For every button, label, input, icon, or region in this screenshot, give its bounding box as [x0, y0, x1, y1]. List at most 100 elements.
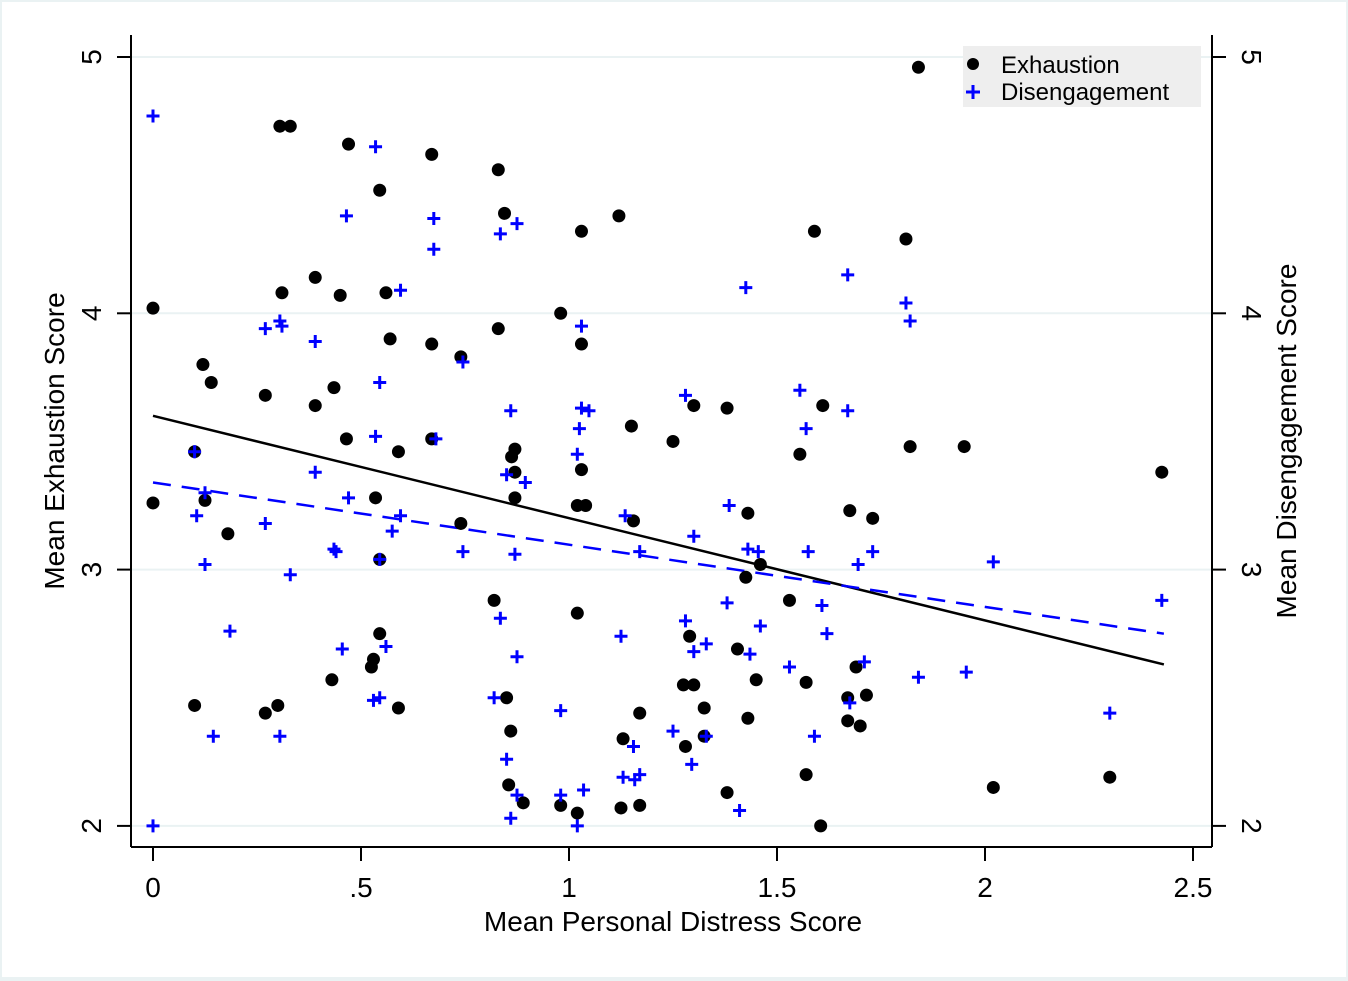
exhaustion-point	[741, 506, 755, 520]
disengagement-point	[582, 404, 596, 418]
exhaustion-point	[782, 593, 796, 607]
exhaustion-point	[342, 137, 356, 151]
x-axis-title: Mean Personal Distress Score	[484, 906, 862, 937]
disengagement-point	[385, 524, 399, 538]
exhaustion-point	[816, 399, 830, 413]
exhaustion-point	[614, 801, 628, 815]
disengagement-point	[373, 552, 387, 566]
exhaustion-point	[612, 209, 626, 223]
disengagement-point	[741, 542, 755, 556]
y-tick-label: 5	[76, 49, 107, 65]
exhaustion-point	[678, 739, 692, 753]
y-tick-label: 4	[76, 306, 107, 322]
y2-tick-label: 2	[1236, 818, 1267, 834]
exhaustion-point	[687, 678, 701, 692]
disengagement-point	[815, 598, 829, 612]
disengagement-point	[720, 596, 734, 610]
disengagement-point	[618, 509, 632, 523]
exhaustion-point	[720, 401, 734, 415]
exhaustion-point	[911, 60, 925, 74]
exhaustion-point	[903, 440, 917, 454]
exhaustion-point	[308, 270, 322, 284]
exhaustion-point	[624, 419, 638, 433]
exhaustion-point	[633, 798, 647, 812]
exhaustion-point	[271, 698, 285, 712]
legend: Exhaustion Disengagement	[963, 46, 1201, 107]
disengagement-point	[394, 509, 408, 523]
disengagement-point	[554, 704, 568, 718]
axes	[130, 35, 1213, 848]
exhaustion-point	[491, 322, 505, 336]
x-tick-label: 2.5	[1174, 872, 1213, 903]
exhaustion-point	[454, 516, 468, 530]
disengagement-point	[751, 545, 765, 559]
exhaustion-point	[793, 447, 807, 461]
disengagement-point	[510, 650, 524, 664]
disengagement-point	[666, 724, 680, 738]
disengagement-point	[275, 319, 289, 333]
disengagement-point	[570, 819, 584, 833]
exhaustion-point	[258, 706, 272, 720]
exhaustion-point	[730, 642, 744, 656]
disengagement-point	[903, 314, 917, 328]
exhaustion-point	[327, 381, 341, 395]
exhaustion-point	[487, 593, 501, 607]
disengagement-point	[518, 475, 532, 489]
disengagement-point	[308, 334, 322, 348]
fit-line-exhaustion	[152, 414, 1165, 666]
disengagement-point	[394, 283, 408, 297]
exhaustion-point	[720, 786, 734, 800]
disengagement-point	[628, 773, 642, 787]
disengagement-point	[188, 445, 202, 459]
disengagement-point	[198, 557, 212, 571]
y2-axis-title: Mean Disengagement Score	[1271, 264, 1302, 619]
exhaustion-point	[364, 660, 378, 674]
exhaustion-point	[505, 450, 519, 464]
exhaustion-point	[508, 465, 522, 479]
disengagement-point	[369, 429, 383, 443]
disengagement-point	[699, 637, 713, 651]
disengagement-point	[366, 693, 380, 707]
disengagement-point	[258, 322, 272, 336]
exhaustion-point	[204, 376, 218, 390]
exhaustion-point	[275, 286, 289, 300]
exhaustion-point	[325, 673, 339, 687]
disengagement-point	[146, 109, 160, 123]
exhaustion-point	[859, 688, 873, 702]
exhaustion-point	[753, 557, 767, 571]
disengagement-point	[198, 486, 212, 500]
disengagement-point	[146, 819, 160, 833]
exhaustion-point	[574, 463, 588, 477]
exhaustion-point	[221, 527, 235, 541]
exhaustion-point	[866, 511, 880, 525]
disengagement-point	[616, 770, 630, 784]
disengagement-point	[574, 401, 588, 415]
disengagement-point	[369, 140, 383, 154]
exhaustion-point	[502, 778, 516, 792]
disengagement-point	[500, 752, 514, 766]
exhaustion-point	[504, 724, 518, 738]
x-tick-label: 0	[145, 872, 161, 903]
exhaustion-point	[333, 288, 347, 302]
disengagement-point	[190, 509, 204, 523]
disengagement-point	[841, 268, 855, 282]
disengagement-point	[327, 542, 341, 556]
disengagement-point	[687, 529, 701, 543]
ticks: 0 .5 1 1.5 2 2.5 2 3 4 5 2 3 4 5	[76, 49, 1267, 903]
disengagement-point	[427, 211, 441, 225]
exhaustion-point	[554, 798, 568, 812]
exhaustion-point	[697, 701, 711, 715]
exhaustion-point	[957, 440, 971, 454]
disengagement-point	[487, 691, 501, 705]
exhaustion-point	[425, 337, 439, 351]
disengagement-point	[739, 281, 753, 295]
disengagement-point	[273, 729, 287, 743]
data-points	[146, 60, 1169, 833]
exhaustion-point	[425, 147, 439, 161]
exhaustion-point	[579, 499, 593, 513]
disengagement-point	[510, 217, 524, 231]
disengagement-point	[678, 388, 692, 402]
exhaustion-point	[676, 678, 690, 692]
exhaustion-point	[741, 711, 755, 725]
disengagement-point	[753, 619, 767, 633]
